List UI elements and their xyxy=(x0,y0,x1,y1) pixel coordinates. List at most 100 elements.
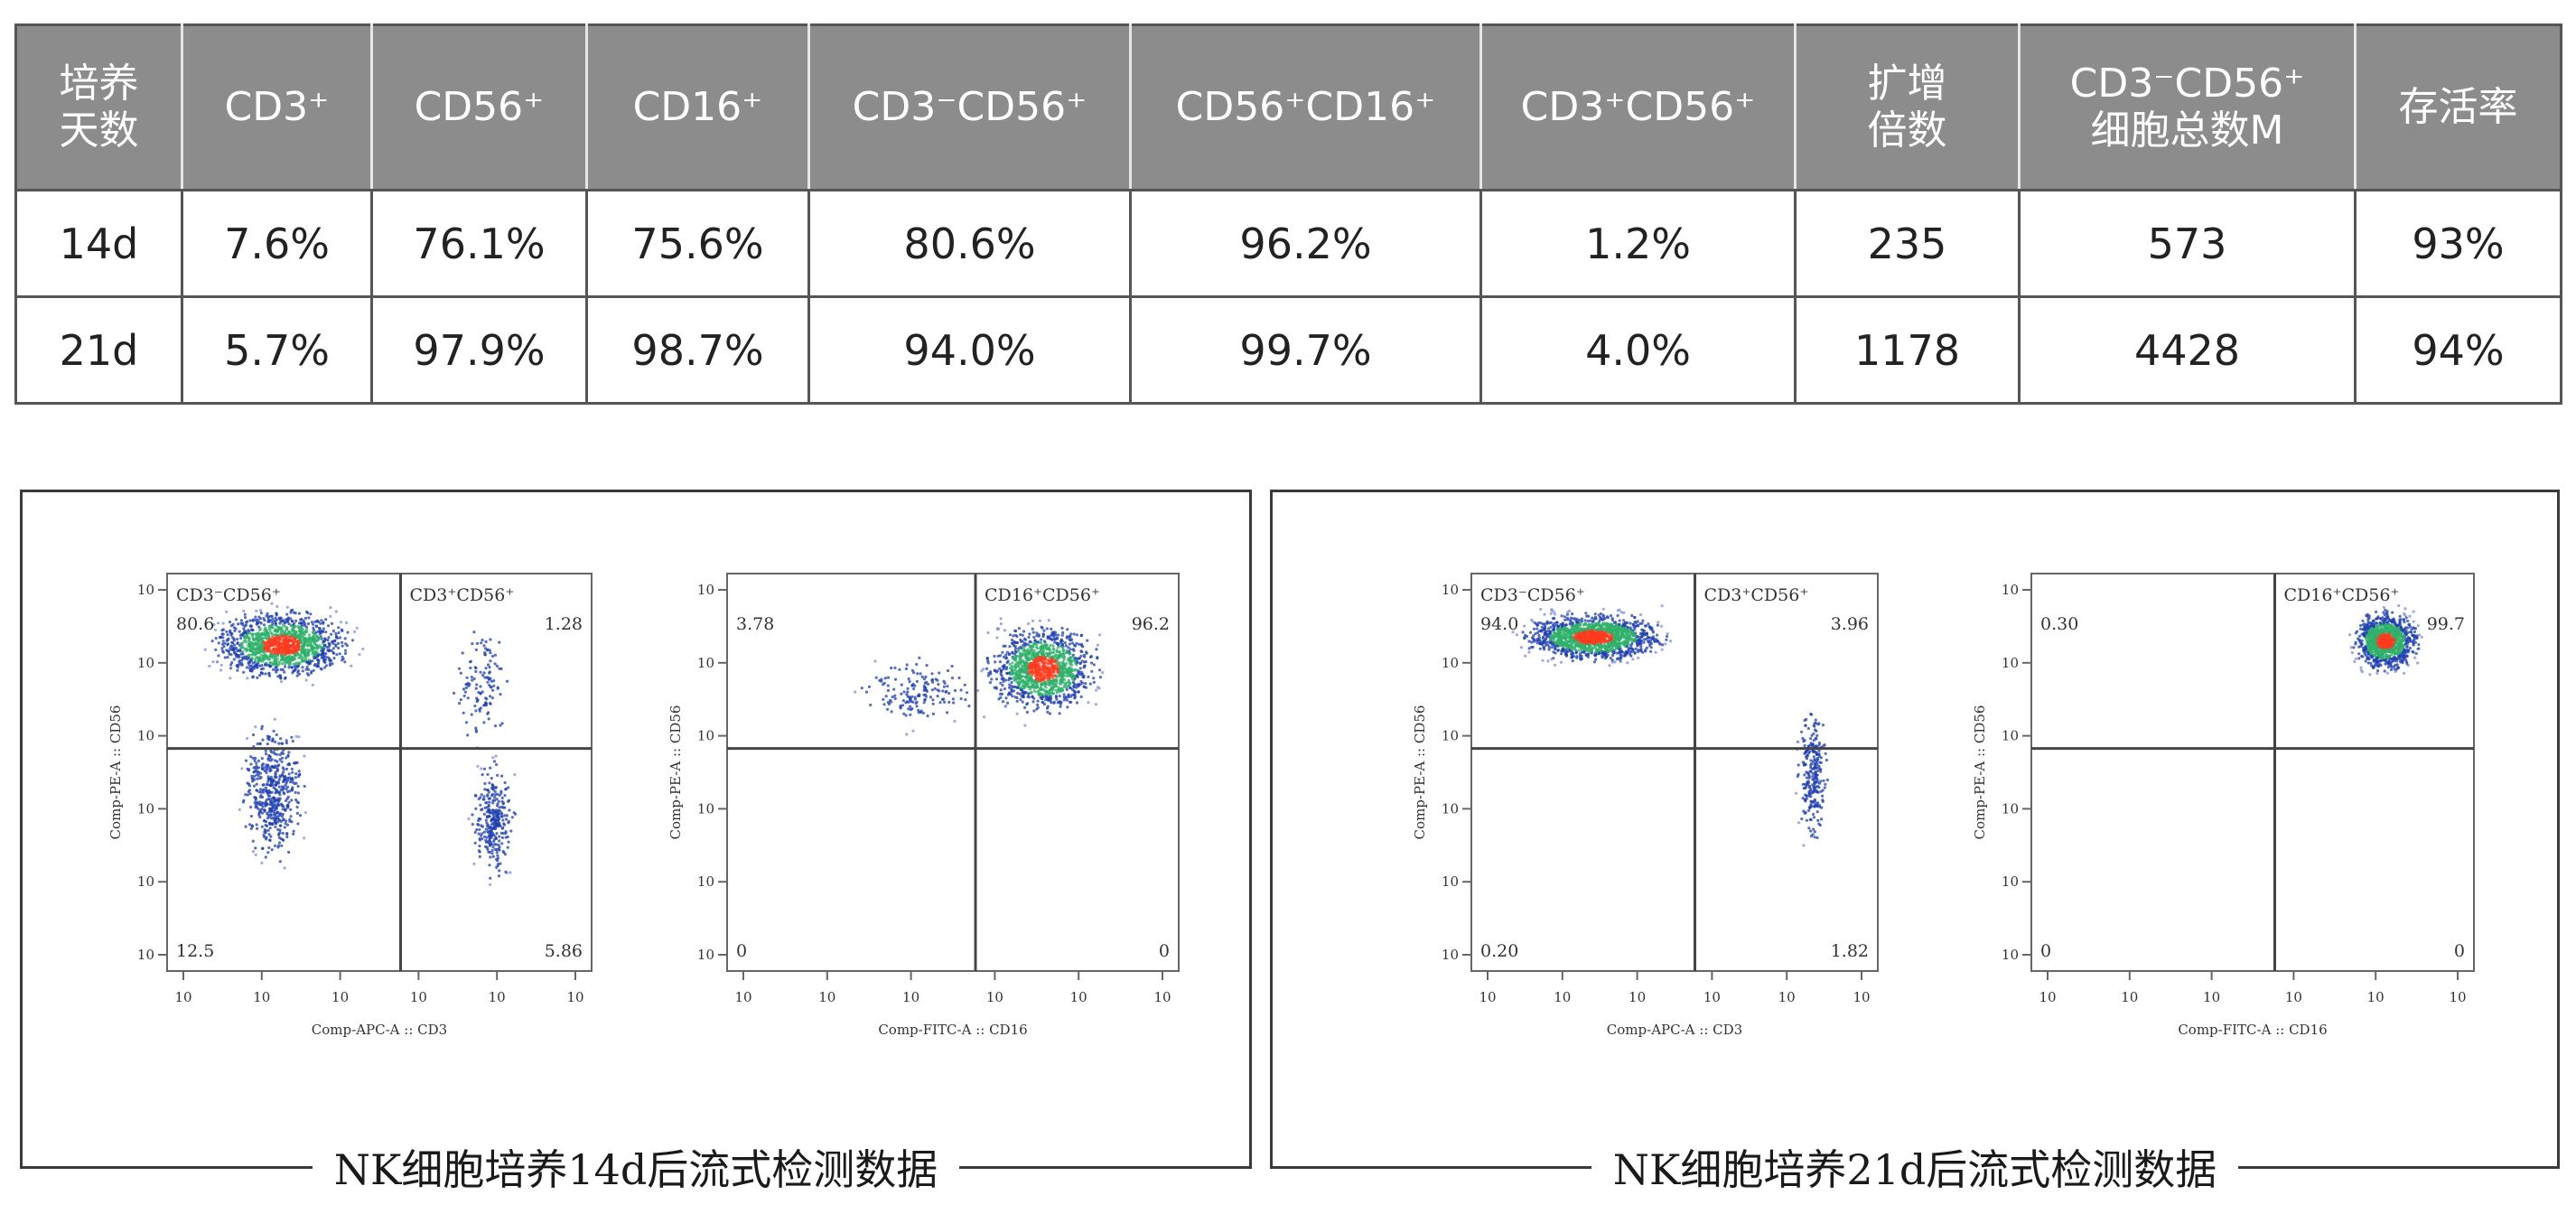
event-dot xyxy=(491,845,495,849)
event-dot xyxy=(481,773,484,777)
event-dot xyxy=(340,628,343,631)
event-dot xyxy=(464,721,469,724)
event-dot xyxy=(1045,627,1049,630)
event-dot xyxy=(285,836,289,839)
event-dot xyxy=(301,669,304,673)
event-dot xyxy=(312,634,315,638)
event-dot xyxy=(911,729,915,733)
event-dot xyxy=(296,644,300,648)
event-dot xyxy=(492,823,497,826)
event-dot xyxy=(256,631,259,635)
event-dot xyxy=(1636,620,1639,623)
x-tick-label: 10 xyxy=(1153,989,1171,1005)
event-dot xyxy=(1003,629,1007,632)
event-dot xyxy=(1565,612,1570,616)
event-dot xyxy=(264,646,267,649)
event-dot xyxy=(475,641,480,645)
event-dot xyxy=(486,772,490,776)
event-dot xyxy=(1642,640,1646,644)
event-dot xyxy=(509,871,512,874)
event-dot xyxy=(1065,687,1069,691)
x-tick-label: 10 xyxy=(986,989,1003,1005)
event-dot xyxy=(267,845,271,850)
x-tick-label: 10 xyxy=(174,989,191,1005)
event-dot xyxy=(307,616,311,620)
event-dot xyxy=(252,778,257,781)
event-dot xyxy=(1051,647,1055,650)
event-dot xyxy=(491,756,495,760)
event-dot xyxy=(487,797,490,800)
event-dot xyxy=(322,640,325,643)
event-dot xyxy=(339,621,342,624)
event-dot xyxy=(271,622,275,626)
event-dot xyxy=(257,646,260,649)
event-dot xyxy=(1610,619,1615,622)
event-dot xyxy=(491,688,495,692)
event-dot xyxy=(1554,663,1557,667)
event-dot xyxy=(493,798,497,802)
event-dot xyxy=(1050,687,1053,692)
event-dot xyxy=(1566,611,1570,614)
event-dot xyxy=(1004,653,1008,657)
y-tick-label: 10 xyxy=(697,947,714,963)
event-dot xyxy=(274,666,277,669)
event-dot xyxy=(289,808,293,811)
event-dot xyxy=(1035,651,1039,655)
event-dot xyxy=(309,640,313,644)
event-dot xyxy=(929,696,933,699)
table-cell: 75.6% xyxy=(585,189,810,298)
event-dot xyxy=(1050,666,1053,669)
event-dot xyxy=(277,627,281,630)
event-dot xyxy=(1010,641,1014,645)
event-dot xyxy=(986,674,990,677)
event-dot xyxy=(292,832,295,836)
event-dot xyxy=(331,647,335,650)
event-dot xyxy=(314,630,318,634)
event-dot xyxy=(1053,640,1057,644)
event-dot xyxy=(251,839,255,843)
event-dot xyxy=(1057,662,1060,666)
event-dot xyxy=(256,618,259,621)
event-dot xyxy=(286,640,290,643)
event-dot xyxy=(341,644,344,648)
event-dot xyxy=(478,845,481,848)
event-dot xyxy=(274,640,277,644)
event-dot xyxy=(203,648,207,651)
event-dot xyxy=(271,635,275,639)
event-dot xyxy=(270,758,274,761)
flow-panel-14d: CD3⁻CD56⁺ 80.6 CD3⁺CD56⁺ 1.28 12.5 5.86 10 10 10… xyxy=(20,490,1252,1166)
event-dot xyxy=(264,672,267,676)
event-dot xyxy=(1570,647,1573,650)
event-dot xyxy=(291,619,294,623)
event-dot xyxy=(1016,641,1020,645)
event-dot xyxy=(1530,645,1534,649)
event-dot xyxy=(474,667,478,670)
event-dot xyxy=(910,684,914,687)
event-dot xyxy=(1571,659,1574,663)
event-dot xyxy=(964,698,967,702)
event-dot xyxy=(277,836,281,839)
event-dot xyxy=(491,801,495,805)
event-dot xyxy=(1065,650,1069,654)
event-dot xyxy=(506,835,509,839)
event-dot xyxy=(1035,686,1039,689)
event-dot xyxy=(256,777,259,780)
event-dot xyxy=(1043,670,1047,674)
event-dot xyxy=(908,680,911,684)
event-dot xyxy=(495,762,499,767)
event-dot xyxy=(1017,627,1021,630)
event-dot xyxy=(261,657,265,660)
event-dot xyxy=(1063,663,1067,667)
event-dot xyxy=(1027,685,1031,689)
event-dot xyxy=(1535,641,1539,645)
event-dot xyxy=(242,640,246,643)
event-dot xyxy=(297,773,302,777)
event-dot xyxy=(231,636,235,640)
event-dot xyxy=(281,774,285,778)
x-tick-label: 10 xyxy=(902,989,919,1005)
event-dot xyxy=(1000,677,1003,681)
results-table: 培养 天数 CD3⁺ CD56⁺ CD16⁺ CD3⁻CD56⁺ CD56⁺CD16⁺ CD3… xyxy=(14,23,2562,405)
event-dot xyxy=(495,815,499,818)
event-dot xyxy=(1605,640,1609,643)
event-dot xyxy=(259,671,263,675)
